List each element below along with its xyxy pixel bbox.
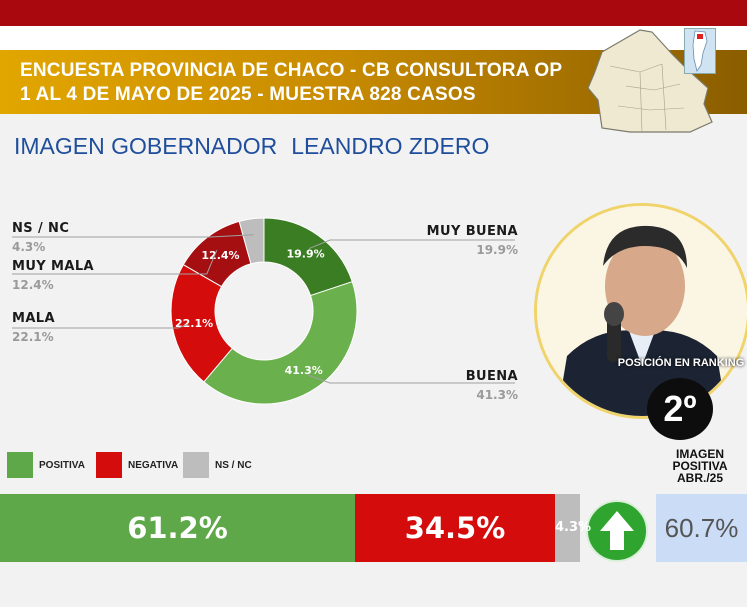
legend-label-nsnc: NS / NC xyxy=(215,460,252,471)
legend-swatch-nsnc xyxy=(183,452,209,478)
legend-swatch-negativa xyxy=(96,452,122,478)
previous-image-value: 60.7% xyxy=(656,494,747,562)
donut-value-muy-buena: 19.9% xyxy=(286,247,324,260)
previous-image-heading: IMAGEN POSITIVA ABR./25 xyxy=(660,448,740,484)
leader-line-buena xyxy=(306,374,515,384)
governor-portrait xyxy=(534,203,747,419)
donut-slice-mala xyxy=(170,263,233,383)
donut-slice-ns-nc xyxy=(238,217,265,265)
label-buena: BUENA xyxy=(465,369,518,384)
top-red-bar xyxy=(0,0,747,26)
value-muy-mala: 12.4% xyxy=(12,278,54,292)
bar-segment-ns-nc: 4.3% xyxy=(555,494,591,562)
donut-chart: 19.9% 41.3% 22.1% 12.4% xyxy=(12,217,515,405)
donut-value-buena: 41.3% xyxy=(285,364,323,377)
label-mala: MALA xyxy=(12,311,55,326)
ranking-label: POSICIÓN EN RANKING xyxy=(617,357,745,369)
legend-label-negativa: NEGATIVA xyxy=(128,460,179,471)
ranking-badge: 2º xyxy=(647,378,713,440)
value-mala: 22.1% xyxy=(12,330,54,344)
up-arrow-icon xyxy=(586,500,648,562)
previous-heading-line2: POSITIVA xyxy=(672,459,728,473)
leader-line-muy-buena xyxy=(308,239,515,250)
argentina-map-icon xyxy=(684,28,716,74)
chaco-map-icon xyxy=(587,29,713,133)
donut-slice-buena xyxy=(203,281,358,405)
page-title: IMAGEN GOBERNADOR LEANDRO ZDERO xyxy=(14,133,489,160)
label-ns-nc: NS / NC xyxy=(12,221,70,236)
value-buena: 41.3% xyxy=(476,388,518,402)
header-title-line1: ENCUESTA PROVINCIA DE CHACO - CB CONSULT… xyxy=(20,60,563,81)
label-muy-buena: MUY BUENA xyxy=(426,224,518,239)
title-subject: IMAGEN GOBERNADOR xyxy=(14,133,278,159)
bar-segment-negativa: 34.5% xyxy=(355,494,555,562)
title-name: LEANDRO ZDERO xyxy=(291,133,490,159)
donut-value-muy-mala: 12.4% xyxy=(201,249,239,262)
label-muy-mala: MUY MALA xyxy=(12,259,94,274)
leader-line-muy-mala xyxy=(12,249,218,275)
bar-segment-positiva: 61.2% xyxy=(0,494,355,562)
donut-value-mala: 22.1% xyxy=(175,317,213,330)
legend-swatch-positiva xyxy=(7,452,33,478)
legend-label-positiva: POSITIVA xyxy=(39,460,85,471)
previous-heading-line1: IMAGEN xyxy=(676,447,724,461)
header-title-line2: 1 AL 4 DE MAYO DE 2025 - MUESTRA 828 CAS… xyxy=(20,84,476,105)
value-muy-buena: 19.9% xyxy=(476,243,518,257)
previous-heading-line3: ABR./25 xyxy=(676,471,723,485)
leader-line-mala xyxy=(12,323,189,329)
value-ns-nc: 4.3% xyxy=(12,240,46,254)
leader-line-ns-nc xyxy=(12,234,254,238)
